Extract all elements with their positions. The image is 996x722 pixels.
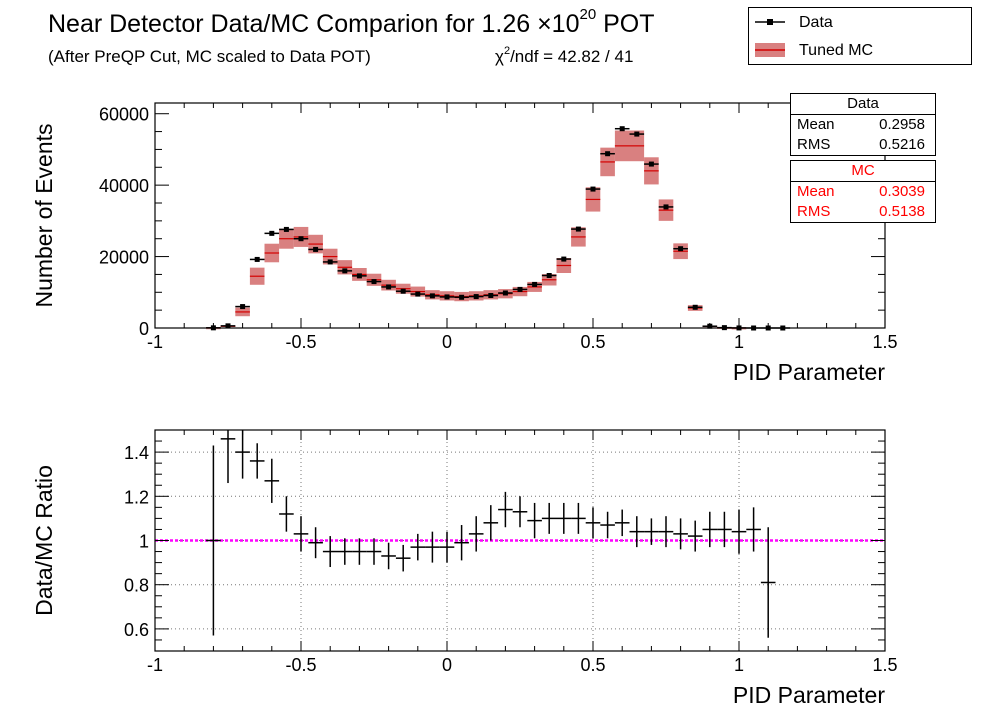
- bottom-y-tick-label: 0.8: [124, 576, 149, 596]
- data-point: [678, 246, 684, 252]
- top-x-axis-label: PID Parameter: [733, 359, 885, 385]
- bottom-y-tick-label: 0.6: [124, 620, 149, 640]
- data-point: [283, 226, 289, 232]
- stats-mc-rms: 0.5138: [879, 203, 925, 220]
- legend: Data Tuned MC: [748, 7, 972, 65]
- bottom-y-tick-label: 1.4: [124, 443, 149, 463]
- top-x-tick-label: -1: [147, 332, 163, 352]
- bottom-x-tick-label: 0.5: [580, 655, 605, 675]
- data-point: [415, 291, 421, 297]
- stats-data-title: Data: [791, 94, 935, 115]
- data-point: [605, 151, 611, 157]
- data-point: [473, 294, 479, 300]
- legend-markers: [755, 19, 785, 57]
- top-y-tick-label: 0: [139, 319, 149, 339]
- stats-data-mean-label: Mean: [797, 116, 835, 133]
- top-x-tick-label: -0.5: [285, 332, 316, 352]
- stats-data-rms-label: RMS: [797, 136, 831, 153]
- stats-box-data: Data Mean 0.2958 RMS 0.5216: [790, 93, 936, 156]
- data-point: [502, 290, 508, 296]
- top-x-tick-label: 1: [734, 332, 744, 352]
- stats-mc-mean-label: Mean: [797, 183, 835, 200]
- data-point: [648, 161, 654, 167]
- data-point: [225, 323, 231, 329]
- data-point: [561, 256, 567, 262]
- top-x-tick-label: 0.5: [580, 332, 605, 352]
- bottom-y-tick-label: 1: [139, 532, 149, 552]
- data-point: [254, 256, 260, 262]
- data-point: [240, 304, 246, 310]
- chi-square-label: χ2/ndf = 42.82 / 41: [495, 45, 634, 66]
- bottom-x-tick-label: 1: [734, 655, 744, 675]
- stats-mc-title: MC: [791, 161, 935, 182]
- data-point: [342, 268, 348, 274]
- data-point: [546, 273, 552, 278]
- legend-mc: Tuned MC: [799, 42, 874, 59]
- data-point: [444, 294, 450, 300]
- stats-data-rms: 0.5216: [879, 136, 925, 153]
- data-point: [429, 293, 435, 299]
- data-point: [298, 236, 304, 242]
- data-point: [575, 226, 581, 232]
- data-point: [663, 204, 669, 210]
- data-point: [327, 259, 333, 265]
- data-point: [313, 246, 319, 252]
- data-point: [459, 294, 465, 300]
- data-point: [386, 284, 392, 290]
- legend-data: Data: [799, 14, 833, 31]
- data-point: [634, 131, 640, 137]
- data-point: [488, 293, 494, 298]
- top-y-tick-label: 20000: [99, 248, 149, 268]
- bottom-x-tick-label: -0.5: [285, 655, 316, 675]
- data-point: [517, 286, 523, 292]
- bottom-y-axis-label: Data/MC Ratio: [31, 465, 57, 616]
- data-point: [692, 304, 698, 310]
- ratio-points: [206, 430, 776, 638]
- bottom-y-tick-label: 1.2: [124, 487, 149, 507]
- bottom-x-axis-label: PID Parameter: [733, 682, 885, 708]
- top-x-tick-label: 1.5: [872, 332, 897, 352]
- bottom-x-tick-label: -1: [147, 655, 163, 675]
- stats-box-mc: MC Mean 0.3039 RMS 0.5138: [790, 160, 936, 223]
- chart-subtitle: (After PreQP Cut, MC scaled to Data POT): [48, 47, 371, 66]
- data-point: [269, 230, 275, 236]
- top-y-tick-label: 60000: [99, 105, 149, 125]
- top-y-tick-label: 40000: [99, 176, 149, 196]
- data-point: [371, 279, 377, 285]
- stats-mc-rms-label: RMS: [797, 203, 831, 220]
- data-point: [400, 288, 406, 294]
- data-point: [532, 281, 538, 287]
- bottom-x-tick-label: 0: [442, 655, 452, 675]
- bottom-x-tick-label: 1.5: [872, 655, 897, 675]
- stats-mc-mean: 0.3039: [879, 183, 925, 200]
- chart-title: Near Detector Data/MC Comparion for 1.26…: [48, 6, 655, 38]
- top-x-tick-label: 0: [442, 332, 452, 352]
- data-point: [356, 273, 362, 279]
- data-point: [619, 126, 625, 132]
- top-y-axis-label: Number of Events: [31, 123, 57, 307]
- data-point: [590, 186, 596, 192]
- stats-data-mean: 0.2958: [879, 116, 925, 133]
